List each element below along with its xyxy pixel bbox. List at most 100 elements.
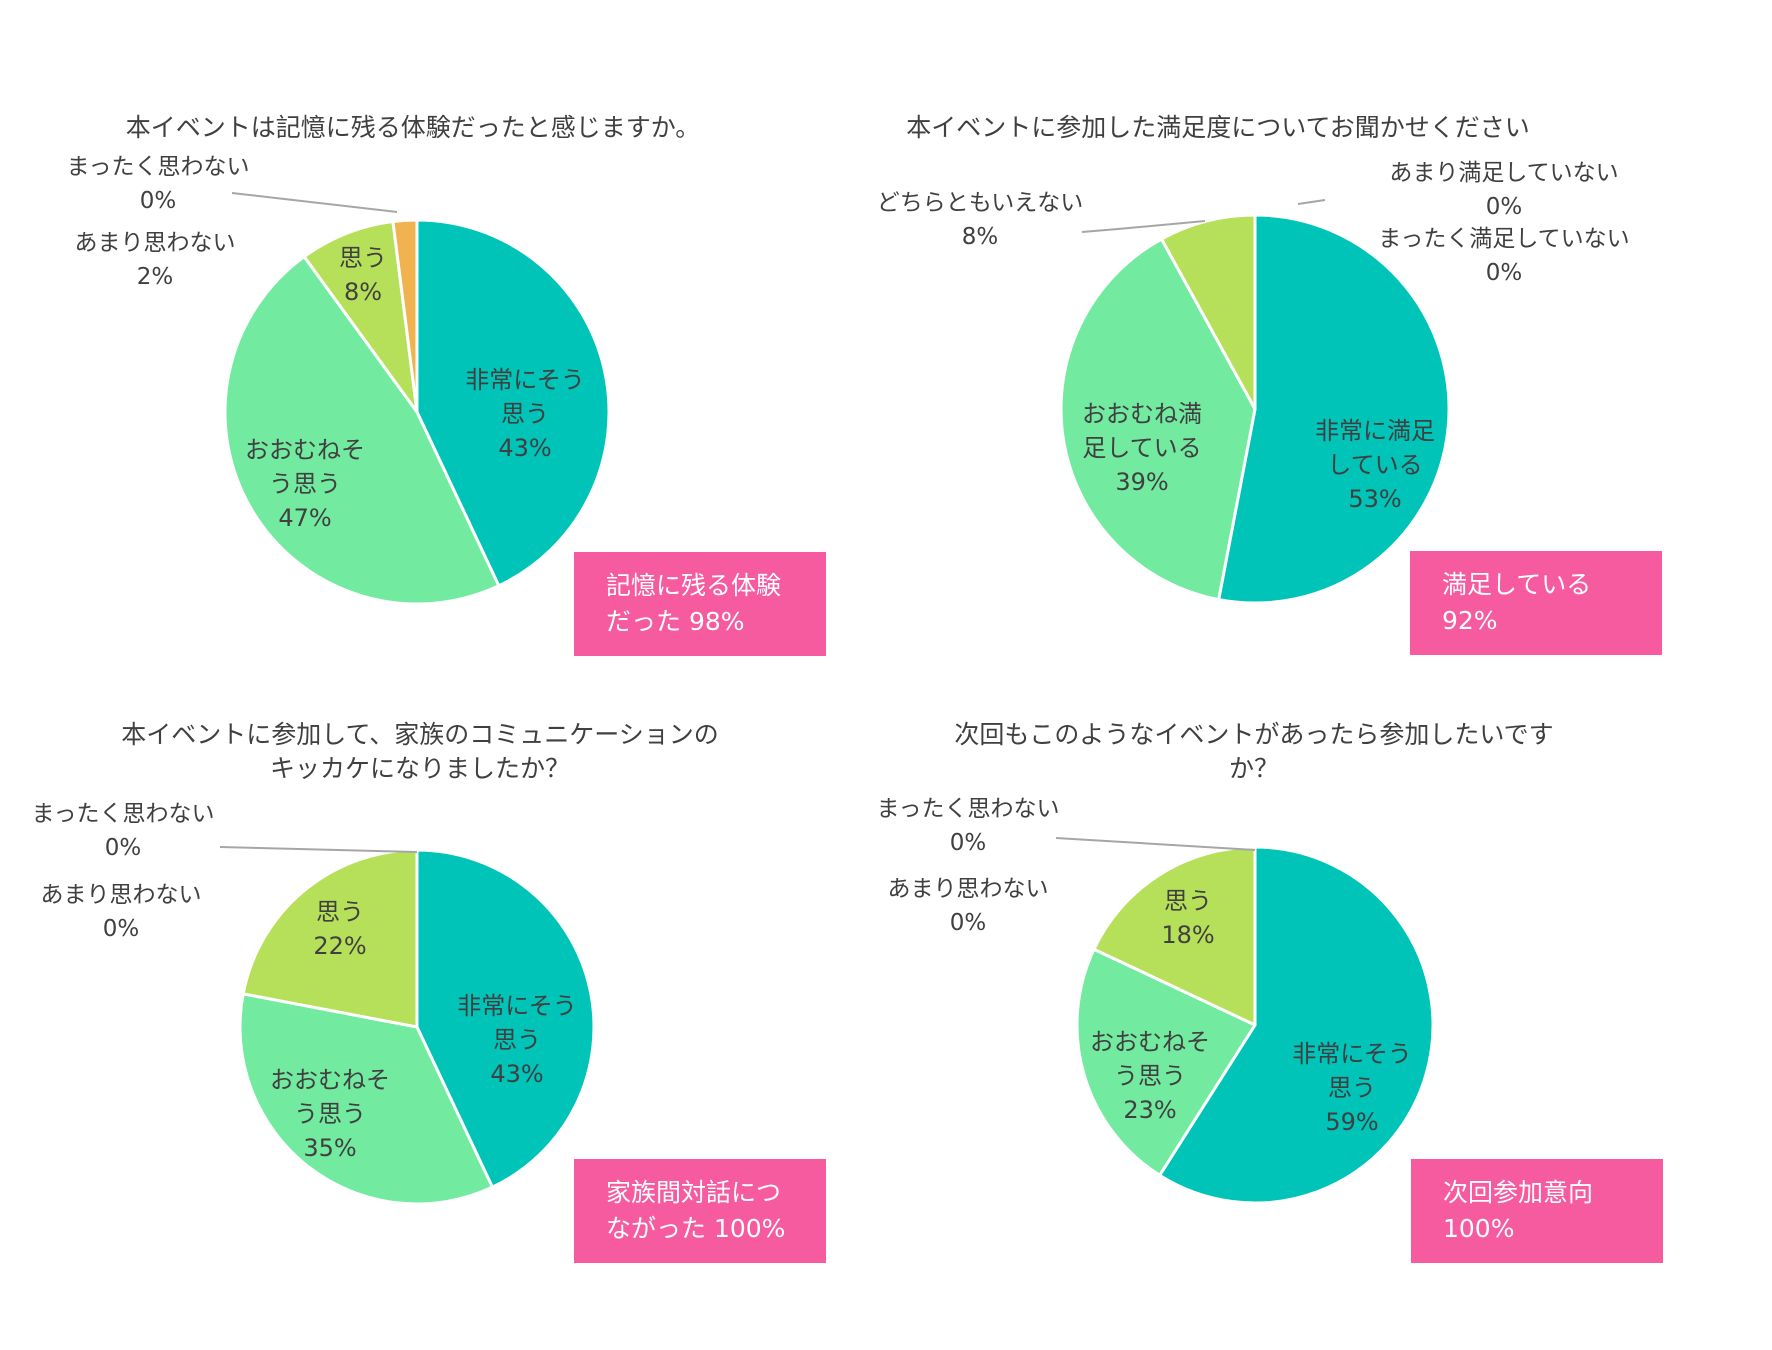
pie-slice [1059,237,1257,602]
svg-text:あまり思わない: あまり思わない [75,230,236,256]
pie-chart-2: 本イベントに参加した満足度についてお聞かせください 非常に満足 している 53%… [877,113,1630,605]
svg-text:まったく思わない: まったく思わない [31,801,214,827]
svg-text:思う: 思う [501,400,549,428]
svg-text:18%: 18% [1161,921,1214,949]
svg-text:おおむね満: おおむね満 [1082,400,1202,428]
svg-text:う思う: う思う [294,1100,366,1128]
svg-text:非常にそう: 非常にそう [457,992,577,1020]
svg-text:う思う: う思う [1114,1062,1186,1090]
svg-text:う思う: う思う [269,470,341,498]
pie-slice [1160,213,1257,411]
pie-slice [1217,213,1451,605]
svg-text:思う: 思う [339,244,387,272]
svg-text:53%: 53% [1348,485,1401,513]
svg-text:2%: 2% [137,264,174,290]
slice-label: まったく思わない 0% [31,801,214,861]
svg-text:0%: 0% [103,916,140,942]
slice-label: 非常にそう 思う 43% [457,992,577,1088]
pie-chart-1: 本イベントは記憶に残る体験だったと感じますか。 非常にそう 思う 43% おおむ… [66,113,701,606]
leader-line [219,846,418,853]
svg-text:あまり満足していない: あまり満足していない [1389,160,1618,186]
svg-text:どちらともいえない: どちらともいえない [877,190,1084,216]
slice-label: おおむねそ う思う 35% [270,1066,390,1162]
summary-badge: 満足している 92% [1410,551,1662,655]
slice-label: 非常に満足 している 53% [1315,417,1435,513]
leader-line [1055,837,1256,851]
pie-slice [415,848,596,1189]
pie-slices [1075,845,1435,1205]
chart-title: か？ [1229,754,1279,783]
svg-text:39%: 39% [1115,468,1168,496]
chart-title: 本イベントに参加して、家族のコミュニケーションの [121,720,719,749]
chart-panel-4: 次回もこのようなイベントがあったら参加したいです か？ 非常にそう 思う 59%… [876,675,1772,1350]
svg-text:43%: 43% [490,1060,543,1088]
pie-slice [238,992,494,1206]
slice-label: おおむねそ う思う 23% [1090,1028,1210,1124]
slice-label: 非常にそう 思う 59% [1292,1040,1412,1136]
pie-slice [302,220,419,414]
slice-label: どちらともいえない 8% [877,190,1084,250]
slice-label: あまり満足していない 0% [1389,160,1618,220]
summary-badge: 次回参加意向 100% [1411,1159,1663,1263]
summary-badge: 家族間対話につ ながった 100% [574,1159,826,1263]
slice-label: 思う 8% [339,244,387,306]
chart-panel-2: 本イベントに参加した満足度についてお聞かせください 非常に満足 している 53%… [877,0,1772,675]
slice-label: 思う 18% [1161,887,1214,949]
svg-text:59%: 59% [1325,1108,1378,1136]
pie-slice [223,255,501,606]
svg-text:している: している [1327,451,1422,479]
pie-slice [1075,947,1257,1177]
leader-line [1297,199,1326,205]
svg-text:8%: 8% [962,224,999,250]
chart-title: キッカケになりましたか？ [270,754,570,783]
chart-panel-3: 本イベントに参加して、家族のコミュニケーションの キッカケになりましたか？ 非常… [0,675,886,1350]
svg-text:まったく思わない: まったく思わない [876,796,1059,822]
leader-line [1081,220,1206,233]
svg-text:思う: 思う [493,1026,541,1054]
svg-text:0%: 0% [105,835,142,861]
pie-slice [1158,845,1435,1205]
pie-slices [238,848,596,1206]
pie-slice [391,218,419,414]
pie-chart-4: 次回もこのようなイベントがあったら参加したいです か？ 非常にそう 思う 59%… [876,720,1554,1205]
slice-label: おおむねそ う思う 47% [245,436,365,532]
summary-badge: 記憶に残る体験 だった 98% [574,552,826,656]
slice-label: あまり思わない 2% [75,230,236,290]
svg-text:0%: 0% [1486,260,1523,286]
leader-line [231,192,398,213]
slice-label: まったく満足していない 0% [1378,226,1629,286]
svg-text:おおむねそ: おおむねそ [1090,1028,1210,1056]
slice-label: あまり思わない 0% [41,882,202,942]
svg-text:非常に満足: 非常に満足 [1315,417,1435,445]
svg-text:あまり思わない: あまり思わない [41,882,202,908]
svg-text:まったく満足していない: まったく満足していない [1378,226,1629,252]
svg-text:0%: 0% [950,830,987,856]
slice-label: 非常にそう 思う 43% [465,366,585,462]
svg-text:0%: 0% [950,910,987,936]
chart-title: 次回もこのようなイベントがあったら参加したいです [954,720,1553,749]
slice-label: まったく思わない 0% [876,796,1059,856]
pie-chart-3: 本イベントに参加して、家族のコミュニケーションの キッカケになりましたか？ 非常… [31,720,719,1206]
slice-label: あまり思わない 0% [888,876,1049,936]
svg-text:22%: 22% [313,932,366,960]
chart-title: 本イベントに参加した満足度についてお聞かせください [906,113,1530,142]
svg-text:あまり思わない: あまり思わない [888,876,1049,902]
svg-text:非常にそう: 非常にそう [1292,1040,1412,1068]
svg-text:43%: 43% [498,434,551,462]
svg-text:足している: 足している [1082,434,1201,462]
svg-text:思う: 思う [316,898,364,926]
svg-text:35%: 35% [303,1134,356,1162]
svg-text:0%: 0% [1486,194,1523,220]
chart-panel-1: 本イベントは記憶に残る体験だったと感じますか。 非常にそう 思う 43% おおむ… [0,0,886,675]
svg-text:23%: 23% [1123,1096,1176,1124]
slice-label: おおむね満 足している 39% [1082,400,1202,496]
chart-title: 本イベントは記憶に残る体験だったと感じますか。 [126,113,701,142]
svg-text:まったく思わない: まったく思わない [66,154,249,180]
svg-text:思う: 思う [1164,887,1212,915]
svg-text:47%: 47% [278,504,331,532]
pie-slices [223,218,611,606]
svg-text:おおむねそ: おおむねそ [270,1066,390,1094]
slice-label: 思う 22% [313,898,366,960]
slice-label: まったく思わない 0% [66,154,249,214]
pie-slice [415,218,611,588]
